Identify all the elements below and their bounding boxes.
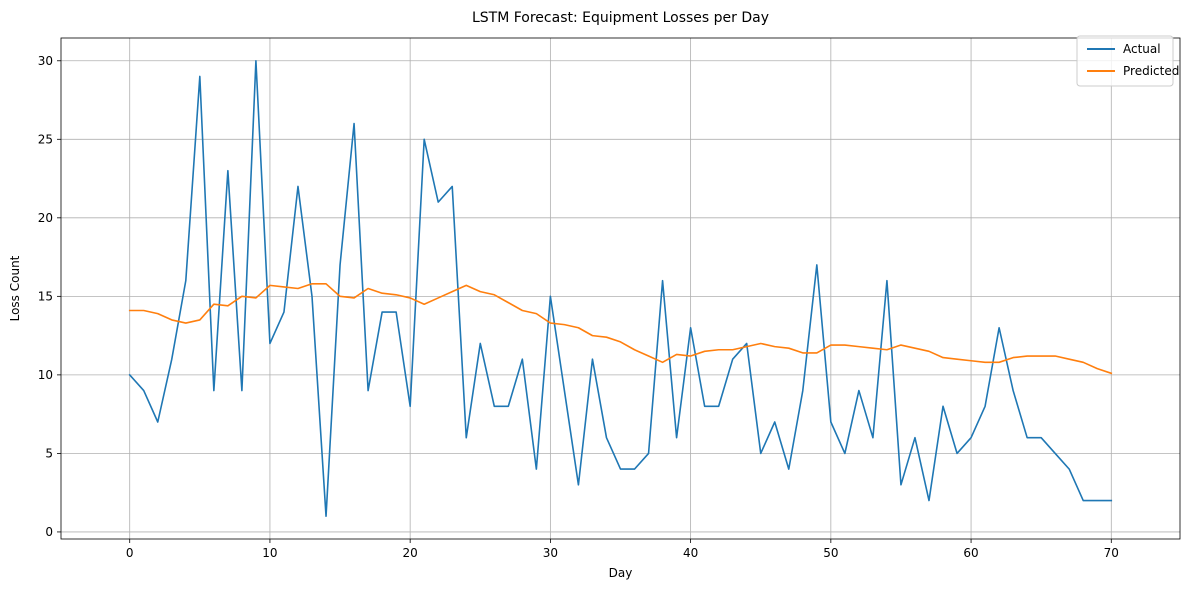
x-tick-label: 0 — [126, 546, 134, 560]
series-line-actual — [128, 59, 1113, 518]
legend-label-predicted: Predicted — [1123, 64, 1179, 78]
y-tick-label: 15 — [38, 289, 53, 303]
chart-title: LSTM Forecast: Equipment Losses per Day — [472, 10, 769, 26]
x-axis-label: Day — [609, 566, 633, 580]
y-tick-label: 25 — [38, 132, 53, 146]
y-tick-label: 10 — [38, 368, 53, 382]
series-line-predicted — [128, 282, 1113, 375]
x-tick-label: 70 — [1104, 546, 1119, 560]
x-tick-label: 30 — [543, 546, 558, 560]
ticks: 0 10 20 30 40 50 60 70 0 5 10 15 20 25 30 — [38, 54, 1119, 560]
y-tick-label: 5 — [45, 446, 53, 460]
x-tick-label: 60 — [963, 546, 978, 560]
y-axis-label: Loss Count — [8, 255, 22, 321]
y-tick-label: 0 — [45, 525, 53, 539]
series-layer — [128, 59, 1113, 518]
legend-label-actual: Actual — [1123, 42, 1161, 56]
x-tick-label: 20 — [403, 546, 418, 560]
x-tick-label: 10 — [262, 546, 277, 560]
x-tick-label: 50 — [823, 546, 838, 560]
legend: Actual Predicted — [1076, 35, 1179, 87]
plot-frame — [60, 37, 1181, 540]
y-tick-label: 20 — [38, 211, 53, 225]
y-tick-label: 30 — [38, 54, 53, 68]
x-tick-label: 40 — [683, 546, 698, 560]
